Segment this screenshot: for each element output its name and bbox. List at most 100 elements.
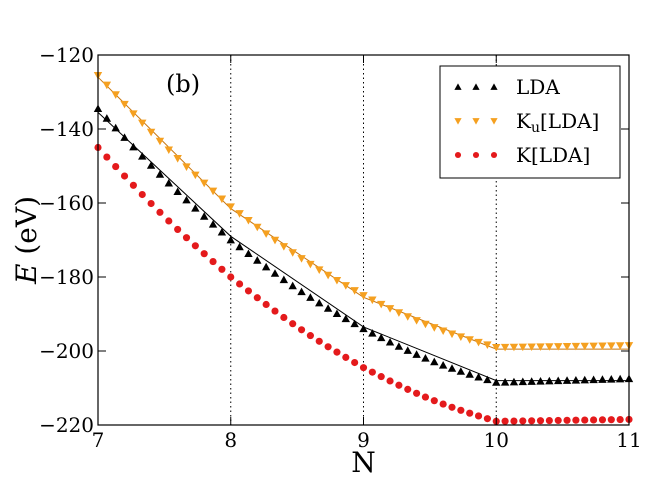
y-axis-title: E (eV) xyxy=(10,196,43,285)
series-2-point xyxy=(342,353,350,361)
series-0-point xyxy=(394,342,404,350)
series-1-point xyxy=(421,320,430,329)
series-2-point xyxy=(528,417,536,425)
series-0-point xyxy=(598,375,607,383)
series-1-point xyxy=(191,171,200,180)
series-0-point xyxy=(368,329,377,337)
series-2-point xyxy=(439,400,447,408)
series-0-point xyxy=(412,350,421,358)
series-0-point xyxy=(430,357,439,366)
series-1-point xyxy=(111,91,120,99)
series-2-point xyxy=(474,412,483,420)
series-1-point xyxy=(341,282,350,290)
series-1-point xyxy=(589,342,598,351)
series-2-point xyxy=(554,416,562,425)
series-2-point xyxy=(271,307,279,315)
series-1-point xyxy=(332,276,342,285)
series-1-point xyxy=(226,203,235,211)
series-0-point xyxy=(288,281,297,290)
series-0-point xyxy=(200,212,209,220)
series-0-point xyxy=(465,370,474,378)
series-0-point xyxy=(182,195,191,204)
series-0-point xyxy=(474,372,483,381)
series-1-point xyxy=(509,343,519,352)
series-0-point xyxy=(438,361,448,369)
series-1-point xyxy=(173,155,182,163)
series-1-point xyxy=(483,341,492,349)
series-2-point xyxy=(386,377,394,385)
y-axis-title-unit: (eV) xyxy=(10,196,43,264)
series-0-point xyxy=(244,249,253,258)
legend-marker-2-2 xyxy=(490,151,498,159)
series-2-point xyxy=(324,343,332,351)
series-1-point xyxy=(545,343,554,351)
series-0-point xyxy=(235,242,244,251)
series-2-point xyxy=(413,389,421,397)
series-2-point xyxy=(289,320,297,328)
series-2-point xyxy=(315,337,323,345)
series-1-point xyxy=(536,343,545,351)
series-1-point xyxy=(615,342,625,350)
x-tick-label-8: 8 xyxy=(224,428,237,452)
series-1-point xyxy=(155,137,165,146)
legend-label-k-lda: K[LDA] xyxy=(516,143,590,167)
series-0-point xyxy=(120,133,129,141)
series-1-point xyxy=(120,100,129,109)
series-1-point xyxy=(279,243,289,251)
legend-label-lda: LDA xyxy=(516,75,560,99)
series-1-point xyxy=(244,216,253,225)
series-0-point xyxy=(146,161,156,169)
legend-marker-1-0 xyxy=(454,118,462,125)
series-0-point xyxy=(562,376,572,384)
series-1-point xyxy=(253,223,262,232)
series-2-point xyxy=(333,348,341,356)
legend-ku-main: K xyxy=(516,109,532,133)
series-0-point xyxy=(403,346,412,354)
series-1-point xyxy=(456,333,466,341)
series-2-point xyxy=(607,416,615,424)
series-1-point xyxy=(607,342,616,350)
series-0-point xyxy=(615,374,625,383)
y-tick-label-0: −220 xyxy=(39,413,94,437)
series-2-point xyxy=(200,250,208,258)
series-0-point xyxy=(536,377,545,385)
series-1-point xyxy=(562,342,572,351)
series-2-point xyxy=(165,217,173,225)
series-2-point xyxy=(191,242,199,250)
series-1-point xyxy=(385,305,395,313)
panel-label: (b) xyxy=(166,70,200,98)
series-0-point xyxy=(421,354,430,362)
series-2-point xyxy=(147,199,155,208)
series-0-point xyxy=(483,375,492,384)
series-0-point xyxy=(589,375,598,384)
series-1-point xyxy=(554,343,563,351)
series-1-point xyxy=(438,327,448,336)
series-1-point xyxy=(270,236,280,245)
series-2-point xyxy=(103,153,111,161)
legend: LDA Ku[LDA] K[LDA] xyxy=(439,65,621,179)
legend-markers xyxy=(454,83,498,159)
legend-marker-0-0 xyxy=(454,83,462,90)
series-1-point xyxy=(465,336,474,344)
series-0-point xyxy=(527,377,536,385)
series-2-point xyxy=(501,417,509,425)
series-0-point xyxy=(492,378,501,386)
series-0-point xyxy=(315,298,324,307)
series-2-point xyxy=(368,368,376,376)
series-0-point xyxy=(385,337,395,346)
series-2-point xyxy=(359,364,368,372)
series-0-point xyxy=(323,304,333,312)
series-0-point xyxy=(377,333,386,342)
series-1 xyxy=(93,71,634,352)
series-0-point xyxy=(571,376,581,384)
series-2-point xyxy=(536,417,545,425)
series-1-point xyxy=(102,81,112,90)
legend-label-ku-lda: Ku[LDA] xyxy=(516,109,599,136)
series-1-point xyxy=(164,146,173,155)
series-2 xyxy=(94,143,633,425)
series-0-point xyxy=(341,314,350,323)
series-2-point xyxy=(236,280,244,288)
series-0-point xyxy=(500,378,510,386)
series-0-point xyxy=(261,262,271,271)
